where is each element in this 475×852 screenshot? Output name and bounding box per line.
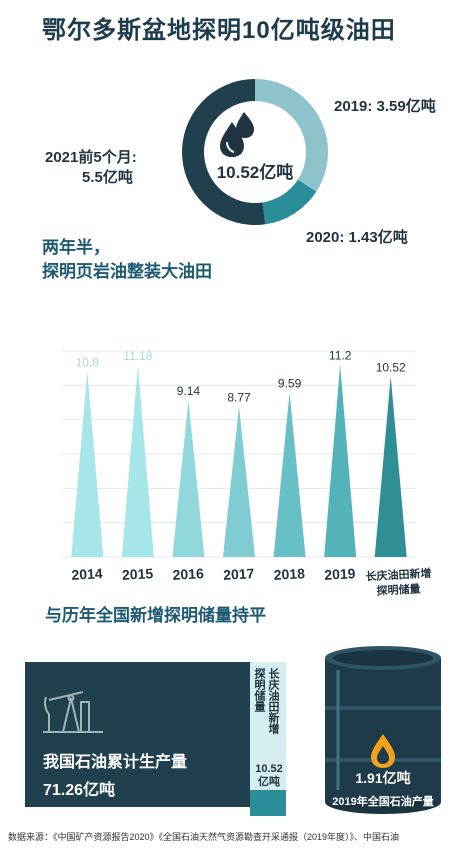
- cumulative-production-label: 我国石油累计生产量: [43, 754, 188, 771]
- page-title: 鄂尔多斯盆地探明10亿吨级油田: [42, 17, 396, 44]
- value-label: 11.2: [329, 349, 352, 363]
- category-label: 2014: [71, 565, 103, 583]
- category-label: 长庆油田新增: [365, 566, 432, 583]
- category-label: 2018: [273, 565, 305, 583]
- changqing-value-unit: 亿吨: [258, 776, 280, 788]
- section1-line2: 探明页岩油整装大油田: [42, 262, 212, 281]
- category-label: 2019: [324, 565, 356, 583]
- changqing-strip-bottom: [250, 790, 286, 816]
- donut-chart: 10.52亿吨: [181, 79, 328, 225]
- chart-bars: [71, 364, 407, 557]
- barrel-caption: 2019年全国石油产量: [332, 794, 433, 808]
- changqing-value-number: 10.52: [255, 763, 283, 775]
- changqing-value: 10.52 亿吨: [251, 763, 287, 789]
- oil-pump-icon: [43, 691, 103, 733]
- cumulative-production-box: 我国石油累计生产量 71.26亿吨: [25, 662, 250, 807]
- donut-label-2019: 2019: 3.59亿吨: [334, 98, 436, 115]
- donut-label-2020: 2020: 1.43亿吨: [306, 229, 408, 246]
- bar-2019: [324, 364, 357, 557]
- value-label: 11.18: [123, 349, 152, 363]
- category-label: 2017: [223, 565, 255, 583]
- donut-segment-2: [181, 79, 266, 225]
- chart-value-labels: 10.8 11.18 9.14 8.77 9.59 11.2 10.52: [76, 349, 406, 405]
- changqing-strip: [250, 662, 286, 807]
- value-label: 9.59: [278, 376, 302, 390]
- bar-长庆油田新增探明储量: [374, 376, 407, 557]
- oil-drops-icon: [220, 112, 254, 157]
- cumulative-production-value: 71.26亿吨: [43, 782, 116, 799]
- donut-segments: [181, 79, 328, 225]
- category-label: 探明储量: [376, 581, 421, 597]
- label-proven-reserves: 探明储量: [253, 668, 265, 712]
- section1-heading: 两年半， 探明页岩油整装大油田: [42, 236, 212, 284]
- value-label: 8.77: [227, 390, 251, 404]
- donut-segment-1: [262, 179, 317, 225]
- value-label: 9.14: [177, 384, 201, 398]
- bar-2016: [172, 400, 205, 557]
- category-label: 2016: [172, 565, 204, 583]
- donut-label-2021-line2: 5.5亿吨: [82, 169, 133, 186]
- section2-heading: 与历年全国新增探明储量持平: [45, 606, 266, 625]
- barrel-value: 1.91亿吨: [355, 770, 410, 786]
- donut-center-value: 10.52亿吨: [217, 162, 294, 182]
- section1-line1: 两年半，: [42, 238, 110, 257]
- value-label: 10.52: [376, 360, 406, 374]
- bar-2014: [71, 371, 104, 557]
- oil-drop-icon: [371, 734, 395, 768]
- donut-label-2021-line1: 2021前5个月:: [45, 149, 137, 166]
- footer-source: 数据来源：《中国矿产资源报告2020》《全国石油天然气资源勘查开采通报（2019…: [8, 832, 400, 842]
- category-label: 2015: [122, 565, 154, 583]
- bar-2015: [121, 365, 154, 557]
- bar-2018: [273, 392, 306, 557]
- oil-barrel: 1.91亿吨 2019年全国石油产量: [325, 646, 441, 814]
- label-changqing-new: 长庆油田新增: [267, 668, 279, 734]
- value-label: 10.8: [76, 356, 100, 370]
- bar-2017: [223, 406, 255, 557]
- donut-segment-0: [255, 79, 328, 192]
